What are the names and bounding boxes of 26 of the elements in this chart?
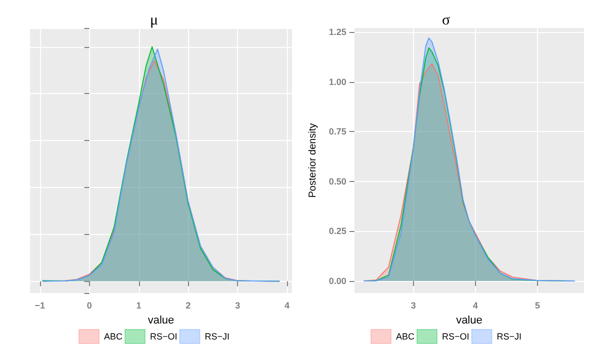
x-tick-label: 4: [284, 300, 290, 310]
x-tick-label: 3: [235, 300, 240, 310]
legend-label: RS−JI: [496, 332, 522, 342]
y-tick-label: 1.00: [328, 76, 346, 87]
chart-title: σ: [442, 12, 450, 28]
x-tick-label: −1: [34, 300, 46, 310]
x-tick-label: 4: [472, 300, 478, 310]
x-tick-label: 2: [186, 300, 191, 310]
y-tick-label: 0.75: [328, 126, 346, 137]
y-tick-label: 0.25: [328, 226, 346, 236]
y-tick-label: 1.25: [328, 26, 346, 37]
legend-label: RS−JI: [204, 332, 230, 342]
x-tick-label: 5: [534, 300, 540, 310]
legend-label: ABC: [104, 332, 123, 342]
x-axis-title: value: [456, 314, 482, 326]
legend-label: RS−OI: [442, 332, 470, 342]
x-axis-title: value: [148, 314, 174, 326]
y-tick-label: 0.50: [328, 176, 346, 186]
legend-label: ABC: [396, 332, 415, 342]
chart-title: μ: [150, 12, 158, 28]
y-axis-title: Posterior density: [308, 123, 318, 198]
x-tick-label: 0: [86, 300, 92, 310]
y-tick-label: 0.00: [328, 276, 346, 286]
x-tick-label: 1: [136, 300, 142, 310]
legend-label: RS−OI: [150, 332, 178, 342]
x-tick-label: 3: [410, 300, 416, 310]
